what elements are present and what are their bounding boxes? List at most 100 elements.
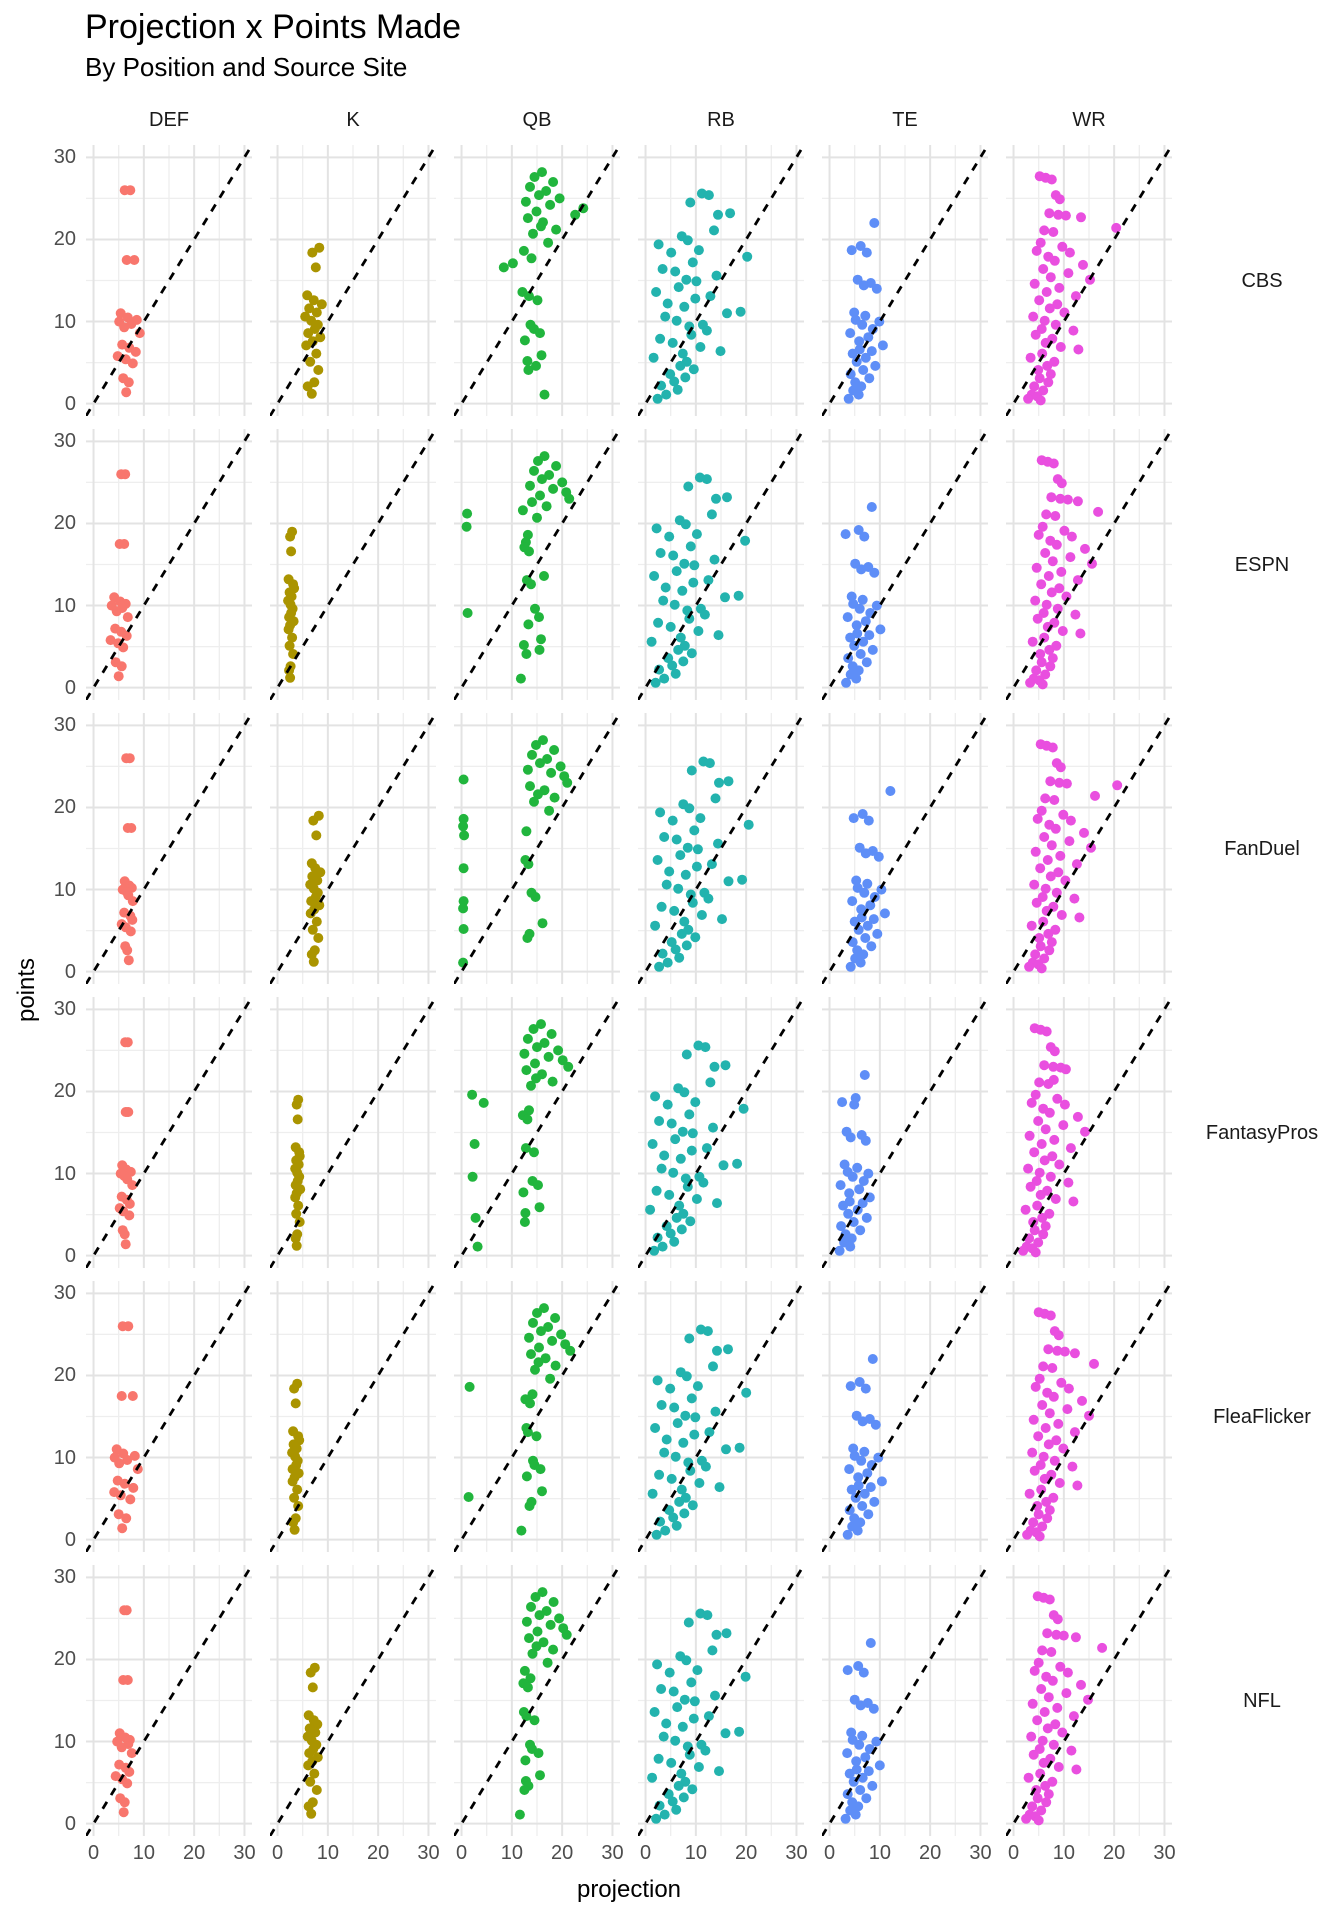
data-point [867, 1354, 878, 1364]
data-point [1050, 319, 1061, 330]
data-point [122, 1037, 133, 1048]
data-point [847, 348, 858, 359]
data-point [871, 600, 882, 611]
data-point [535, 328, 545, 339]
x-tick-label: 20 [735, 1842, 758, 1864]
data-point [1080, 543, 1090, 554]
facet-panel-fantasypros-k [270, 997, 436, 1268]
data-point [1036, 1684, 1047, 1694]
data-point [681, 1371, 692, 1382]
data-point [111, 606, 122, 617]
data-point [671, 1520, 682, 1531]
facet-panel-nfl-def [86, 1565, 252, 1836]
data-point [879, 908, 890, 919]
data-point [859, 887, 870, 898]
data-point [119, 1229, 130, 1240]
identity-line [86, 713, 252, 984]
data-point [458, 924, 469, 934]
data-point [467, 1171, 478, 1182]
data-point [861, 1212, 872, 1223]
data-point [536, 221, 546, 232]
data-point [652, 393, 663, 404]
identity-line [454, 997, 620, 1268]
y-tick-label: 20 [53, 228, 76, 251]
data-point [877, 340, 888, 351]
data-point [700, 1461, 711, 1472]
data-point [533, 456, 543, 466]
data-point [734, 1442, 745, 1453]
data-point [1048, 1061, 1059, 1072]
data-point [1039, 1707, 1050, 1717]
data-point [514, 1809, 525, 1820]
identity-line [270, 997, 436, 1268]
data-point [1024, 1488, 1035, 1499]
data-point [122, 945, 133, 956]
data-point [855, 241, 866, 251]
data-point [854, 603, 865, 614]
data-point [1029, 879, 1040, 890]
data-point [291, 1099, 302, 1110]
data-point [854, 336, 865, 347]
data-point [672, 384, 683, 395]
data-point [649, 1707, 660, 1717]
data-point [1053, 1418, 1064, 1429]
data-point [710, 1406, 721, 1417]
chart-subtitle: By Position and Source Site [85, 52, 408, 82]
data-point [1045, 1171, 1056, 1182]
data-point [533, 789, 543, 800]
data-point [1028, 1517, 1039, 1528]
data-point [656, 1163, 667, 1174]
data-point [537, 167, 547, 178]
data-point [1055, 493, 1066, 504]
data-point [530, 1058, 540, 1069]
identity-line [1006, 429, 1172, 700]
data-point [539, 389, 550, 400]
y-axis-title: points [13, 957, 40, 1023]
data-point [1075, 628, 1086, 639]
data-point [1035, 1189, 1046, 1200]
data-point [1037, 1212, 1048, 1223]
data-point [690, 1412, 701, 1423]
data-point [1036, 805, 1047, 816]
data-point [1059, 525, 1070, 536]
data-point [554, 193, 565, 204]
data-point [546, 767, 557, 778]
data-point [673, 883, 684, 894]
y-tick-label: 30 [53, 998, 76, 1021]
identity-line [1006, 1281, 1172, 1552]
data-point [862, 878, 873, 889]
data-point [844, 1188, 855, 1199]
data-point [862, 920, 873, 931]
data-point [458, 821, 469, 832]
x-tick-label: 30 [1153, 1842, 1176, 1864]
data-point [708, 1361, 718, 1372]
data-point [1058, 1120, 1069, 1131]
data-point [1036, 657, 1047, 668]
data-point [1063, 1383, 1074, 1394]
data-point [650, 920, 661, 931]
data-point [680, 372, 691, 383]
data-point [116, 1742, 127, 1753]
data-point [308, 815, 319, 826]
data-point [876, 1476, 887, 1487]
data-point [848, 1443, 859, 1454]
data-point [122, 1675, 133, 1685]
data-point [1076, 212, 1086, 223]
data-point [703, 1711, 714, 1722]
data-point [531, 740, 541, 750]
data-point [548, 1644, 559, 1655]
data-point [117, 1523, 128, 1534]
data-point [114, 1458, 125, 1469]
data-point [522, 764, 533, 775]
data-point [119, 1478, 130, 1489]
data-point [1030, 949, 1041, 960]
data-point [545, 1373, 556, 1384]
data-point [516, 1525, 527, 1536]
data-point [1026, 1097, 1037, 1108]
data-point [544, 805, 555, 816]
data-point [858, 636, 869, 647]
data-point [660, 1525, 671, 1536]
data-point [742, 251, 753, 262]
data-point [120, 469, 131, 480]
facet-panel-fantasypros-qb [454, 997, 620, 1268]
